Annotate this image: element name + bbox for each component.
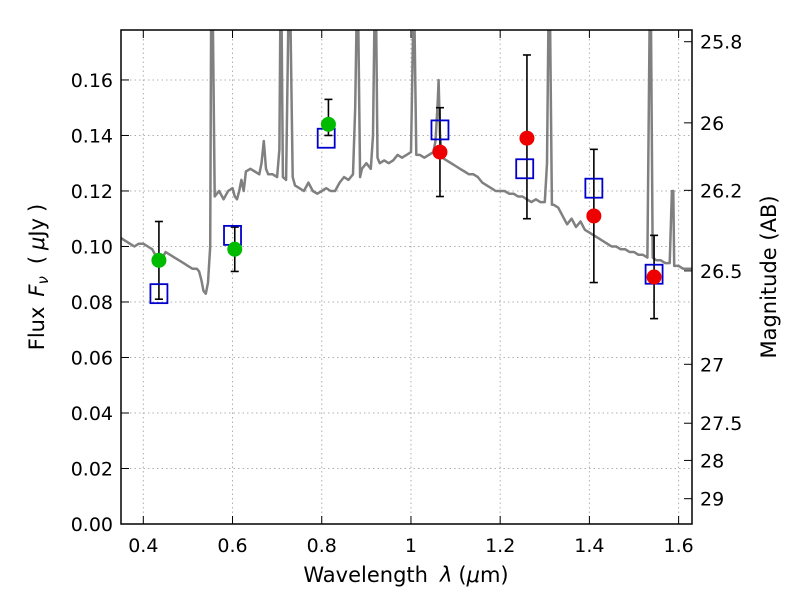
y-tick-label: 0.12	[71, 181, 113, 203]
y-tick-label: 0.08	[71, 292, 113, 314]
red-data-point	[586, 208, 602, 224]
tick-labels: 0.4 0.6 0.8 1 1.2 1.4 1.6 0.00 0.02 0.04 0.06 0.08 0…	[71, 32, 743, 557]
plot-frame	[120, 29, 693, 525]
x-tick-label: 0.8	[307, 535, 337, 557]
green-data-point	[227, 241, 243, 257]
model-spectrum-layer	[121, 30, 692, 295]
red-data-point	[519, 130, 535, 146]
model-box-marker	[316, 127, 336, 149]
y-tick-label: 0.00	[71, 514, 113, 536]
x-tick-label: 0.6	[217, 535, 247, 557]
y-tick-label: 0.02	[71, 458, 113, 480]
y-tick-label: 0.10	[71, 236, 113, 258]
y-axis-label: FluxFν(μJy)	[25, 204, 52, 351]
y-tick-label: 0.16	[71, 70, 113, 92]
ticks	[121, 30, 692, 525]
model-box-marker	[584, 177, 604, 199]
y2-tick-label: 26	[700, 113, 724, 135]
model-boxes-layer	[149, 119, 664, 305]
green-data-point	[320, 116, 336, 132]
red-data-point	[432, 144, 448, 160]
y2-tick-label: 29	[700, 489, 724, 511]
y-tick-label: 0.06	[71, 347, 113, 369]
grid	[121, 30, 692, 525]
y2-axis-label: Magnitude (AB)	[757, 195, 781, 358]
model-box-marker	[515, 158, 535, 180]
x-tick-label: 1	[405, 535, 417, 557]
x-tick-label: 1.4	[574, 535, 604, 557]
green-data-point	[151, 252, 167, 268]
y2-tick-label: 26.5	[700, 261, 742, 283]
model-spectrum-line	[121, 30, 692, 295]
y-tick-label: 0.04	[71, 403, 113, 425]
x-tick-label: 0.4	[128, 535, 158, 557]
x-tick-label: 1.6	[664, 535, 694, 557]
y2-tick-label: 26.2	[700, 180, 742, 202]
model-box-marker	[430, 119, 450, 141]
model-box-marker	[149, 283, 169, 305]
error-bars-layer	[154, 54, 659, 320]
x-axis-label: Wavelength λ (μm)	[303, 563, 508, 587]
data-points-layer	[151, 116, 662, 285]
y2-tick-label: 28	[700, 450, 724, 472]
x-tick-label: 1.2	[485, 535, 515, 557]
y2-tick-label: 25.8	[700, 32, 742, 54]
red-data-point	[646, 269, 662, 285]
y2-tick-label: 27.5	[700, 413, 742, 435]
y2-tick-label: 27	[700, 354, 724, 376]
y-tick-label: 0.14	[71, 125, 113, 147]
